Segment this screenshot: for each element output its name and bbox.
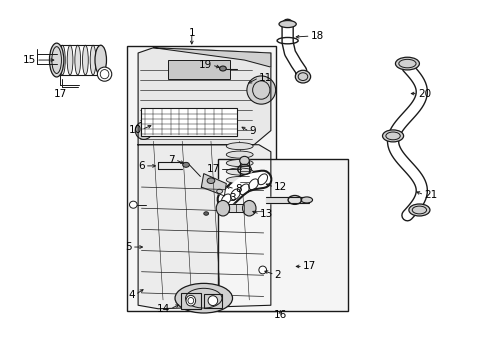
Text: 21: 21 [424,190,437,200]
Bar [181,293,201,309]
Text: 12: 12 [274,182,287,192]
Polygon shape [153,48,270,67]
Bar [218,159,347,311]
Ellipse shape [207,178,214,184]
Ellipse shape [246,76,275,104]
Ellipse shape [129,201,137,208]
Ellipse shape [90,45,96,75]
Ellipse shape [185,295,195,306]
Text: 7: 7 [168,154,175,165]
Ellipse shape [203,212,208,215]
Ellipse shape [97,67,112,81]
Ellipse shape [95,45,106,75]
Text: 19: 19 [198,60,211,70]
Ellipse shape [183,162,189,167]
Text: 20: 20 [417,89,430,99]
Ellipse shape [75,45,81,75]
Ellipse shape [216,201,229,216]
Ellipse shape [226,176,253,184]
Ellipse shape [295,70,310,83]
Text: 6: 6 [138,161,144,171]
Ellipse shape [301,197,312,203]
Ellipse shape [175,283,232,313]
Text: 9: 9 [249,126,255,136]
Text: 18: 18 [310,31,323,41]
Polygon shape [138,145,270,309]
Ellipse shape [135,122,152,139]
Bar [203,294,222,308]
Ellipse shape [279,21,296,28]
Polygon shape [239,159,249,187]
Ellipse shape [60,45,65,75]
Ellipse shape [258,266,266,274]
Polygon shape [138,48,270,145]
Text: 13: 13 [259,209,272,219]
Ellipse shape [242,201,256,216]
Ellipse shape [226,159,253,167]
Polygon shape [239,171,265,187]
Ellipse shape [226,151,253,158]
Text: 3: 3 [229,193,235,203]
Ellipse shape [82,45,88,75]
Text: 2: 2 [274,270,281,280]
Ellipse shape [382,130,403,142]
Ellipse shape [408,204,429,216]
Ellipse shape [67,45,73,75]
Ellipse shape [49,43,64,77]
Polygon shape [223,204,249,212]
Text: 5: 5 [125,242,132,252]
Text: 17: 17 [303,261,316,271]
Bar [127,46,275,311]
Text: 15: 15 [23,55,36,65]
Text: 16: 16 [273,310,286,320]
Ellipse shape [239,156,249,165]
Text: 11: 11 [258,73,271,83]
Text: 14: 14 [157,304,170,314]
Text: 1: 1 [188,27,195,37]
Text: 4: 4 [128,290,135,300]
Bar [141,108,237,136]
Ellipse shape [219,66,226,71]
Text: 17: 17 [53,89,66,99]
Polygon shape [201,174,226,196]
Polygon shape [265,197,308,203]
Ellipse shape [208,296,217,306]
Text: 17: 17 [206,165,219,174]
Text: 8: 8 [234,184,241,194]
Ellipse shape [226,143,253,150]
Text: 10: 10 [128,125,141,135]
Bar [167,60,230,80]
Ellipse shape [395,57,419,70]
Ellipse shape [226,168,253,175]
